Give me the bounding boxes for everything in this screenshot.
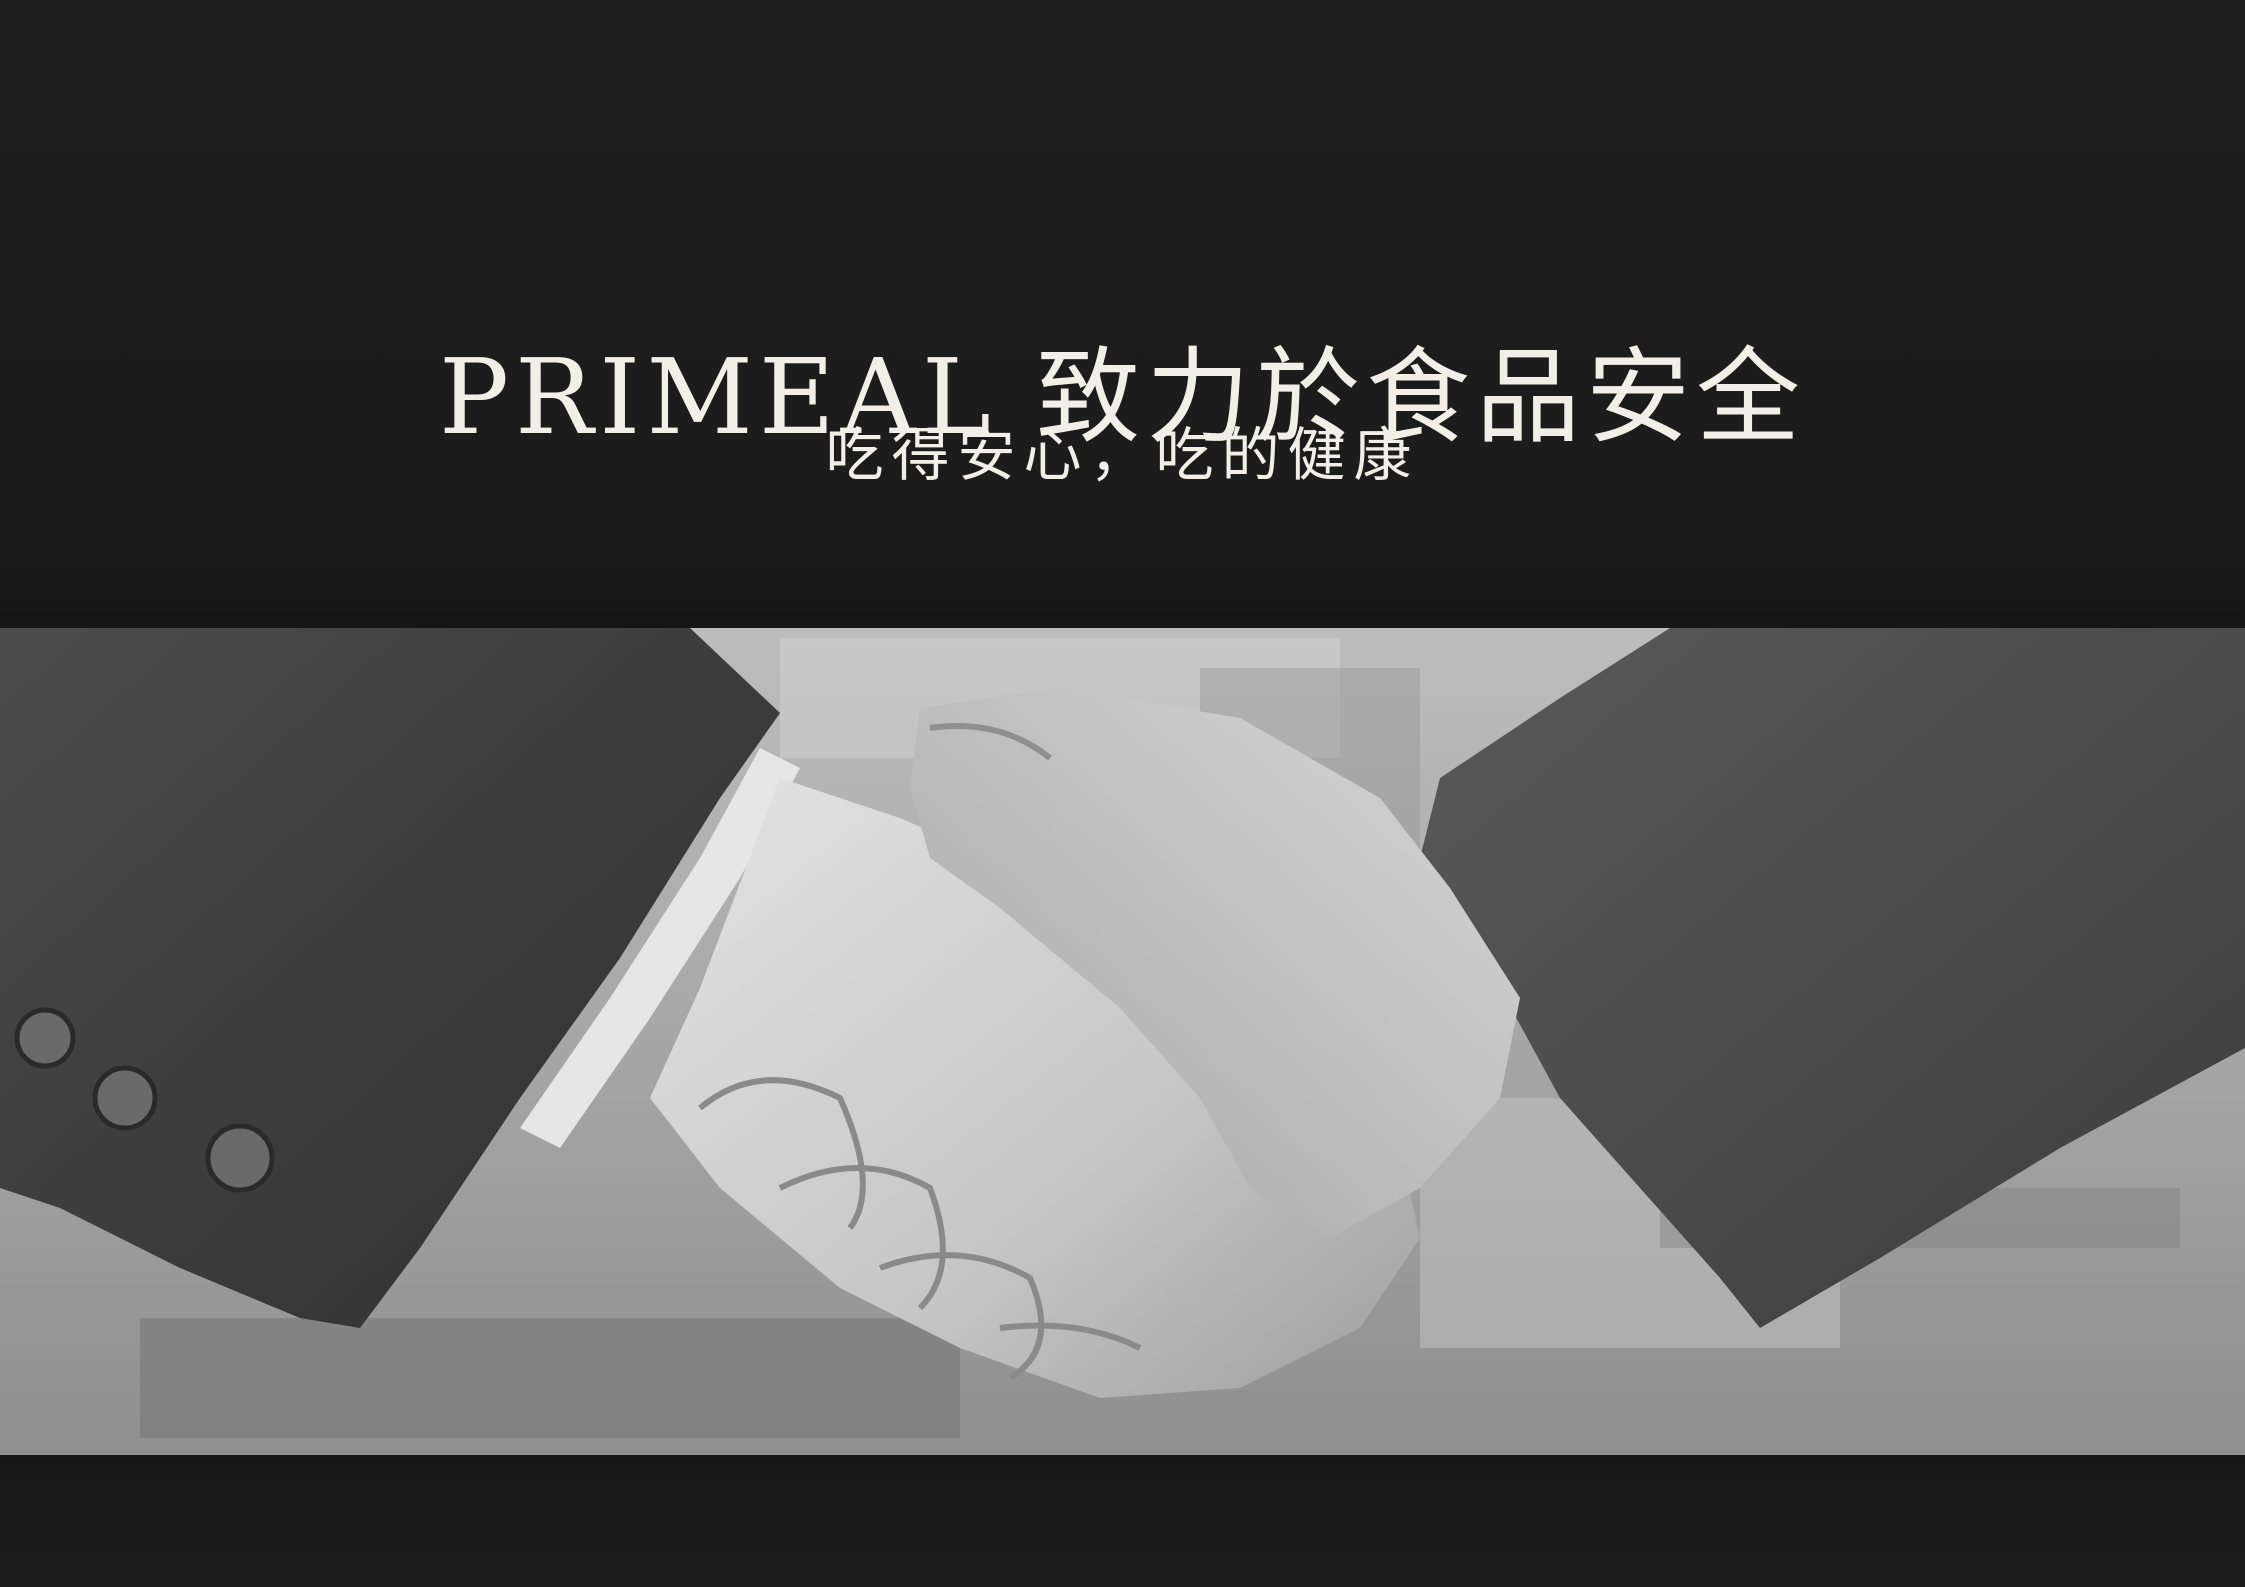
header-band: PRIMEAL 致力於食品安全 吃得安心，吃的健康	[0, 0, 2245, 628]
page-subtitle: 吃得安心，吃的健康	[825, 421, 1420, 489]
footer-band	[0, 1455, 2245, 1587]
handshake-photo	[0, 628, 2245, 1455]
page-title: PRIMEAL 致力於食品安全	[439, 335, 1806, 458]
